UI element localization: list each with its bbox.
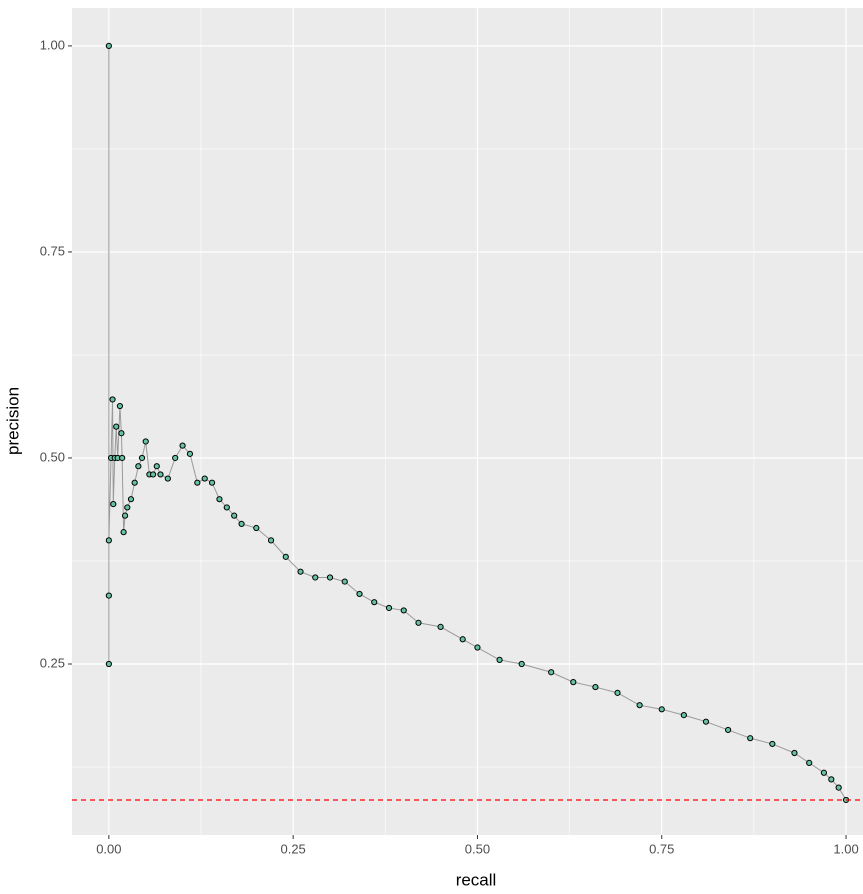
point [702,718,710,725]
point [747,735,754,742]
point [341,578,348,585]
point [216,496,223,503]
point [149,471,157,478]
point [385,604,393,612]
y-axis-title: precision [3,387,22,455]
curve-line [108,45,847,801]
point [105,537,112,544]
point [127,496,135,503]
point [570,679,577,686]
panel [72,8,863,835]
point [253,524,260,532]
point [312,574,319,581]
point [459,636,466,643]
point [820,769,828,776]
point [208,479,216,486]
point [186,450,194,457]
point [518,660,525,668]
point [437,623,444,631]
x-tick-label: 0.00 [96,841,121,856]
point [297,568,304,575]
point [121,512,129,519]
point [496,656,503,663]
point [614,689,621,696]
point [806,759,813,766]
point [282,553,289,560]
y-tick-label: 0.50 [40,449,65,464]
point [105,42,112,50]
point [113,423,120,430]
point [142,438,149,445]
point [267,537,275,544]
point [223,504,230,511]
x-tick-label: 0.50 [465,841,490,856]
point [105,592,112,599]
point [135,463,142,470]
point [658,706,665,713]
point [474,644,481,651]
point [592,683,599,691]
point [110,501,117,508]
point [164,475,171,482]
point [201,475,208,482]
point [371,599,378,606]
point [724,726,732,734]
point [835,784,842,791]
point [636,702,643,709]
point [124,504,131,511]
y-tick-label: 0.25 [40,655,65,670]
point [116,402,124,410]
x-axis-title: recall [456,870,497,889]
point [131,479,138,486]
point [179,442,186,449]
x-tick-label: 1.00 [833,841,858,856]
x-tick-label: 0.25 [280,841,305,856]
point [194,479,201,486]
point [769,740,776,748]
point [548,669,555,676]
point [791,749,798,757]
point [120,529,127,536]
point [680,711,687,719]
point [828,776,835,783]
y-tick-label: 0.75 [40,243,65,258]
point [118,430,125,437]
point [326,574,334,581]
x-tick-label: 0.75 [649,841,674,856]
point [356,590,363,598]
point [153,463,160,470]
point [105,660,112,668]
point [400,607,407,614]
point [138,454,146,462]
point [157,471,164,478]
point [119,454,126,462]
point [238,520,245,527]
point [231,512,238,519]
point [415,619,422,626]
point [109,396,116,403]
point [172,454,179,462]
y-tick-label: 1.00 [40,37,65,52]
